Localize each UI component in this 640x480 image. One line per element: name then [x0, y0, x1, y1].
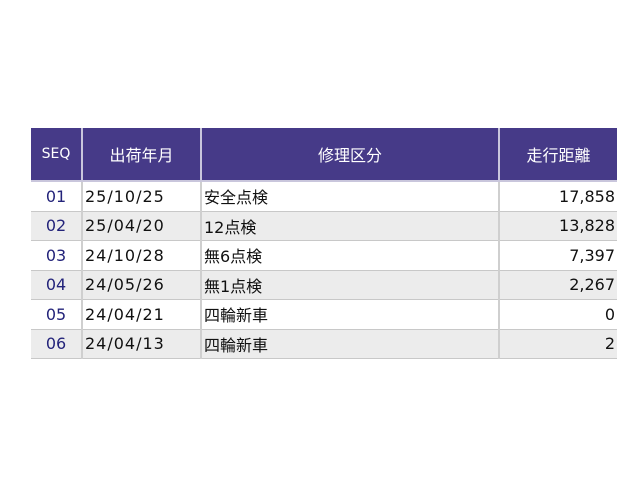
header-row: SEQ 出荷年月 修理区分 走行距離 [31, 128, 617, 182]
date-cell: 25/04/20 [82, 211, 202, 241]
category-cell: 四輪新車 [201, 299, 500, 330]
category-cell: 無1点検 [201, 270, 500, 300]
table-row: 06 24/04/13 四輪新車 2 [31, 329, 617, 359]
date-cell: 24/04/13 [82, 329, 202, 359]
date-cell: 24/04/21 [82, 299, 202, 330]
date-cell: 24/05/26 [82, 270, 202, 300]
table-row: 01 25/10/25 安全点検 17,858 [31, 181, 617, 212]
header-ship-date: 出荷年月 [82, 128, 202, 182]
table-row: 04 24/05/26 無1点検 2,267 [31, 270, 617, 300]
repair-history-table: SEQ 出荷年月 修理区分 走行距離 01 25/10/25 安全点検 17,858 0… [31, 128, 617, 359]
header-seq: SEQ [31, 128, 83, 182]
category-cell: 12点検 [201, 211, 500, 241]
category-cell: 四輪新車 [201, 329, 500, 359]
header-repair-category: 修理区分 [201, 128, 500, 182]
category-cell: 無6点検 [201, 240, 500, 271]
seq-cell: 01 [31, 181, 83, 212]
mileage-cell: 0 [499, 299, 617, 330]
seq-cell: 02 [31, 211, 83, 241]
seq-cell: 03 [31, 240, 83, 271]
seq-cell: 05 [31, 299, 83, 330]
mileage-cell: 13,828 [499, 211, 617, 241]
table-row: 05 24/04/21 四輪新車 0 [31, 299, 617, 330]
category-cell: 安全点検 [201, 181, 500, 212]
seq-cell: 04 [31, 270, 83, 300]
mileage-cell: 17,858 [499, 181, 617, 212]
date-cell: 25/10/25 [82, 181, 202, 212]
header-mileage: 走行距離 [499, 128, 617, 182]
mileage-cell: 2 [499, 329, 617, 359]
mileage-cell: 2,267 [499, 270, 617, 300]
table-row: 02 25/04/20 12点検 13,828 [31, 211, 617, 241]
table-row: 03 24/10/28 無6点検 7,397 [31, 240, 617, 271]
date-cell: 24/10/28 [82, 240, 202, 271]
seq-cell: 06 [31, 329, 83, 359]
mileage-cell: 7,397 [499, 240, 617, 271]
